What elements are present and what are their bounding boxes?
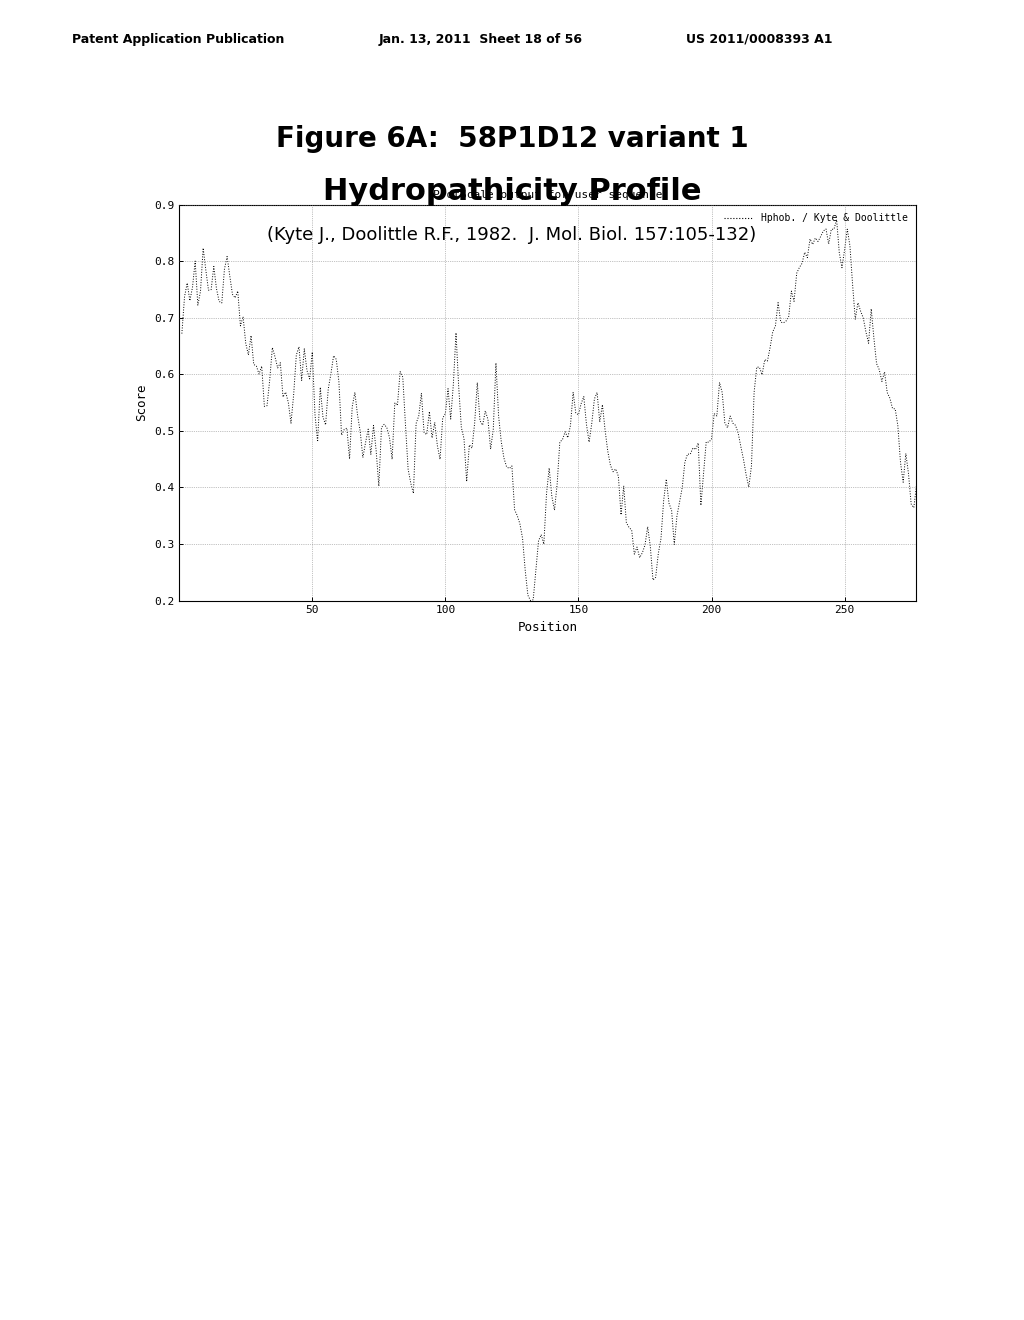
- Text: Figure 6A:  58P1D12 variant 1: Figure 6A: 58P1D12 variant 1: [275, 124, 749, 153]
- Text: Jan. 13, 2011  Sheet 18 of 56: Jan. 13, 2011 Sheet 18 of 56: [379, 33, 583, 46]
- Text: Hydropathicity Profile: Hydropathicity Profile: [323, 177, 701, 206]
- Text: (Kyte J., Doolittle R.F., 1982.  J. Mol. Biol. 157:105-132): (Kyte J., Doolittle R.F., 1982. J. Mol. …: [267, 226, 757, 244]
- Title: ProtScale output for user sequence: ProtScale output for user sequence: [433, 190, 663, 199]
- Text: US 2011/0008393 A1: US 2011/0008393 A1: [686, 33, 833, 46]
- Y-axis label: Score: Score: [135, 384, 148, 421]
- X-axis label: Position: Position: [518, 620, 578, 634]
- Text: Patent Application Publication: Patent Application Publication: [72, 33, 284, 46]
- Legend: Hphob. / Kyte & Doolittle: Hphob. / Kyte & Doolittle: [720, 210, 911, 227]
